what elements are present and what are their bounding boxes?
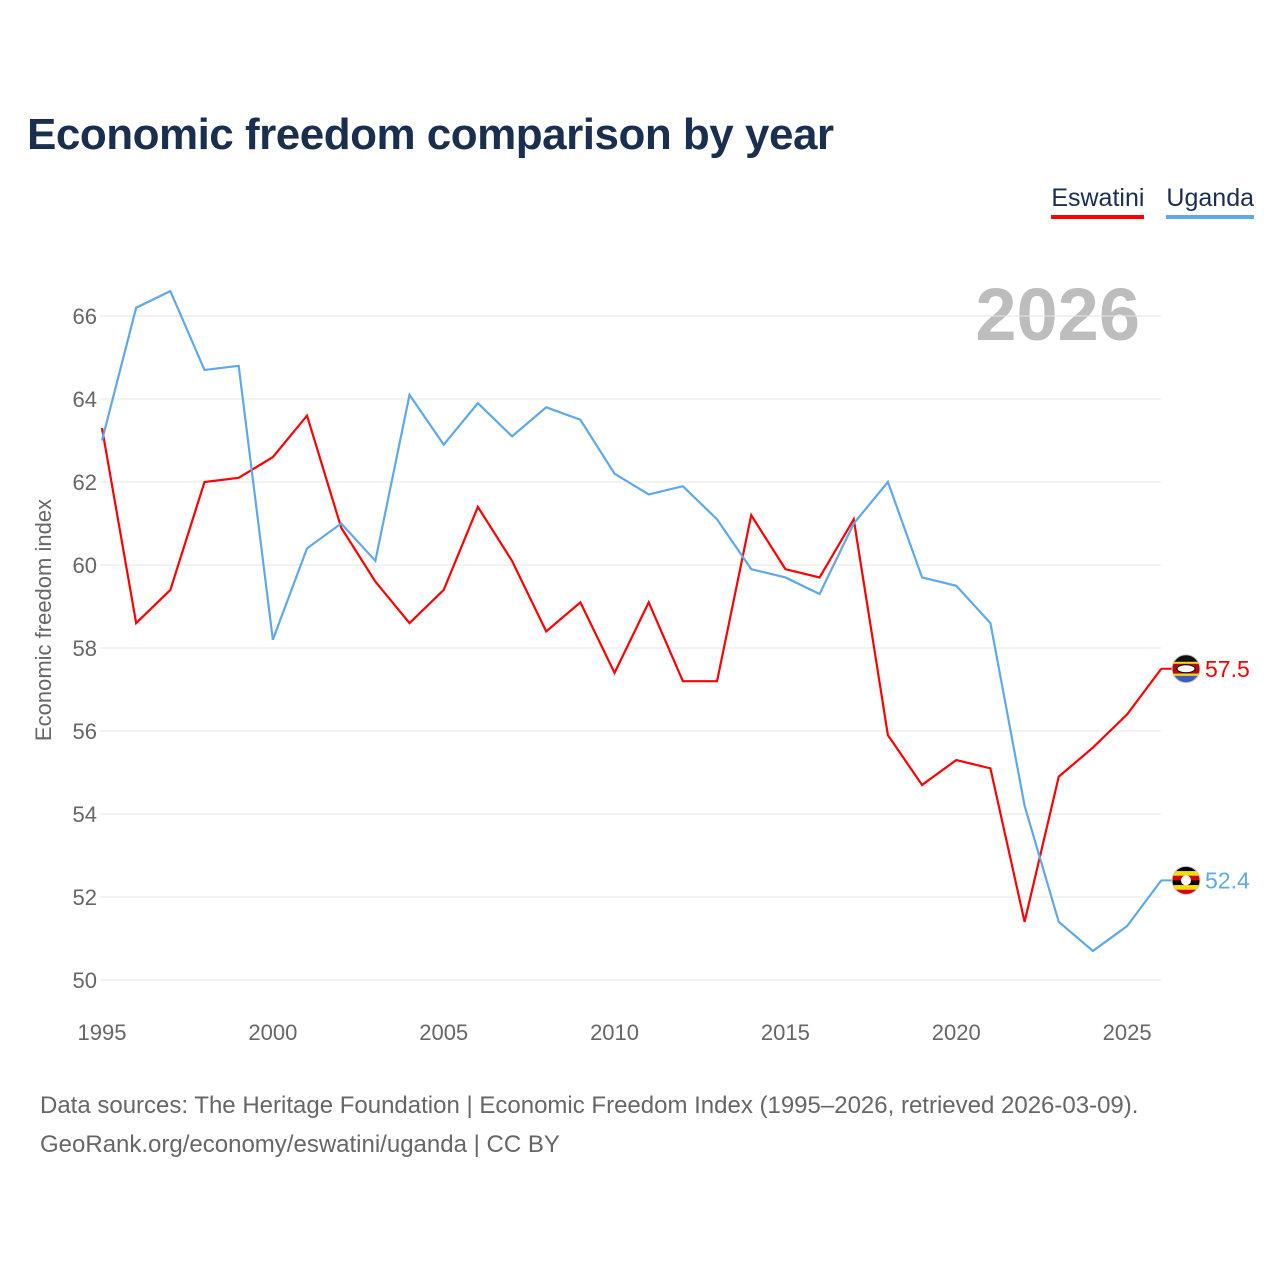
end-value-label: 52.4 xyxy=(1205,867,1250,893)
footer-sources: Data sources: The Heritage Foundation | … xyxy=(40,1092,1139,1119)
y-axis-label: Economic freedom index xyxy=(31,499,56,741)
x-tick-label: 1995 xyxy=(78,1020,127,1045)
series-line-eswatini[interactable] xyxy=(100,413,1163,923)
flag-uganda-icon xyxy=(1171,865,1201,895)
footer-link[interactable]: GeoRank.org/economy/eswatini/uganda | CC… xyxy=(40,1131,560,1158)
y-tick-label: 52 xyxy=(73,885,97,910)
y-tick-label: 50 xyxy=(73,968,97,993)
legend-eswatini[interactable]: Eswatini xyxy=(1051,184,1145,219)
legend-uganda[interactable]: Uganda xyxy=(1166,184,1254,219)
legend: Eswatini Uganda xyxy=(1051,184,1254,219)
footer: Data sources: The Heritage Foundation | … xyxy=(40,1086,1138,1164)
x-tick-label: 2025 xyxy=(1103,1020,1152,1045)
end-value-label: 57.5 xyxy=(1205,656,1250,682)
y-tick-label: 54 xyxy=(73,802,97,827)
chart-title: Economic freedom comparison by year xyxy=(27,110,834,159)
year-watermark: 2026 xyxy=(975,273,1140,356)
y-tick-label: 60 xyxy=(73,553,97,578)
y-tick-label: 66 xyxy=(73,304,97,329)
y-tick-label: 58 xyxy=(73,636,97,661)
flag-eswatini-icon xyxy=(1171,654,1201,684)
x-tick-label: 2000 xyxy=(248,1020,297,1045)
series-line-uganda[interactable] xyxy=(100,289,1163,953)
x-tick-label: 2015 xyxy=(761,1020,810,1045)
x-tick-label: 2010 xyxy=(590,1020,639,1045)
y-tick-label: 62 xyxy=(73,470,97,495)
x-tick-label: 2005 xyxy=(419,1020,468,1045)
y-tick-label: 56 xyxy=(73,719,97,744)
x-tick-label: 2020 xyxy=(932,1020,981,1045)
y-tick-label: 64 xyxy=(73,387,97,412)
